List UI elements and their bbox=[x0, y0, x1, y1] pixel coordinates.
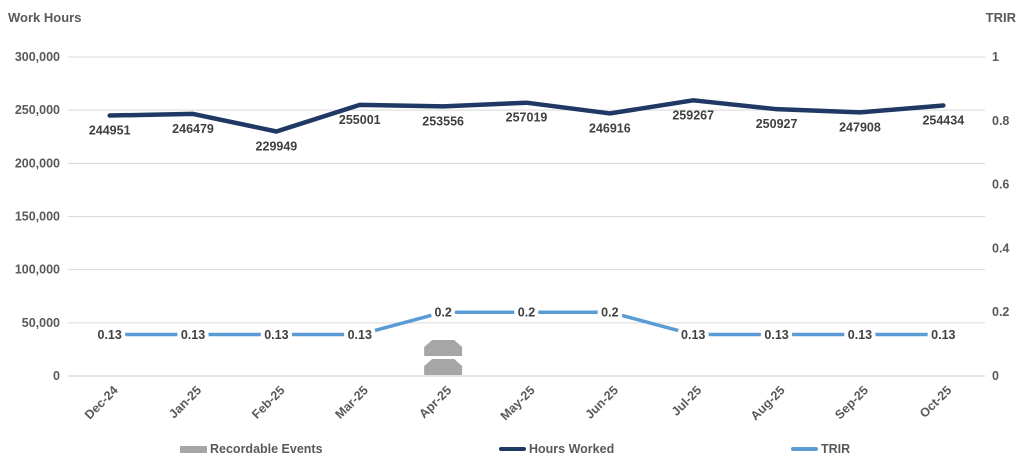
trir-line bbox=[107, 310, 946, 337]
right-axis-tick-label: 0 bbox=[992, 369, 999, 383]
hours-worked-data-label: 246916 bbox=[589, 121, 631, 135]
left-axis-tick-label: 100,000 bbox=[15, 263, 60, 277]
legend-label: Recordable Events bbox=[210, 442, 323, 456]
recordable-events-swatch-icon bbox=[180, 445, 207, 453]
left-axis-tick-label: 0 bbox=[53, 369, 60, 383]
legend-label: TRIR bbox=[821, 442, 851, 456]
trir-data-label: 0.13 bbox=[264, 328, 288, 342]
x-axis-label: Jul-25 bbox=[669, 383, 704, 418]
left-axis-title: Work Hours bbox=[8, 10, 82, 25]
chart-legend: Recordable Events Hours Worked TRIR bbox=[0, 440, 1024, 460]
left-axis-tick-label: 200,000 bbox=[15, 156, 60, 170]
x-axis-label: Sep-25 bbox=[832, 383, 871, 422]
right-axis-title: TRIR bbox=[985, 10, 1016, 25]
x-axis-label: Jan-25 bbox=[166, 383, 204, 421]
x-axis-label: Jun-25 bbox=[583, 383, 621, 421]
trir-data-label: 0.13 bbox=[181, 328, 205, 342]
trir-data-label: 0.2 bbox=[518, 306, 535, 320]
right-axis-tick-label: 0.4 bbox=[992, 241, 1009, 255]
legend-item-trir: TRIR bbox=[791, 440, 850, 458]
hours-worked-data-label: 244951 bbox=[89, 124, 131, 138]
hours-worked-data-label: 253556 bbox=[422, 114, 464, 128]
hours-worked-data-label: 259267 bbox=[672, 108, 714, 122]
left-axis-tick-label: 150,000 bbox=[15, 210, 60, 224]
right-axis-tick-label: 0.8 bbox=[992, 114, 1009, 128]
trir-data-label: 0.13 bbox=[764, 328, 788, 342]
legend-item-recordable-events: Recordable Events bbox=[180, 440, 323, 458]
x-axis-label: May-25 bbox=[498, 383, 538, 423]
left-axis-tick-label: 50,000 bbox=[22, 316, 60, 330]
legend-label: Hours Worked bbox=[529, 442, 615, 456]
hours-worked-data-label: 247908 bbox=[839, 120, 881, 134]
chart-plot-area: 0 50,000 100,000 150,000 200,000 250,000 300,0… bbox=[15, 50, 1010, 423]
left-axis-tick-label: 250,000 bbox=[15, 103, 60, 117]
x-axis-label: Mar-25 bbox=[333, 383, 371, 421]
x-axis-label: Feb-25 bbox=[249, 383, 287, 421]
hours-worked-data-label: 254434 bbox=[922, 113, 964, 127]
trir-data-label: 0.2 bbox=[601, 306, 618, 320]
trir-data-label: 0.13 bbox=[848, 328, 872, 342]
recordable-events-bar-block bbox=[424, 340, 463, 356]
hours-worked-data-label: 229949 bbox=[256, 139, 298, 153]
hours-worked-data-label: 250927 bbox=[756, 117, 798, 131]
x-axis-label: Apr-25 bbox=[416, 383, 454, 421]
left-axis-tick-label: 300,000 bbox=[15, 50, 60, 64]
trir-data-label: 0.13 bbox=[681, 328, 705, 342]
hours-worked-data-label: 257019 bbox=[506, 111, 548, 125]
trir-data-label: 0.13 bbox=[348, 328, 372, 342]
trir-data-label: 0.13 bbox=[98, 328, 122, 342]
trir-swatch-icon bbox=[791, 447, 818, 451]
hours-worked-data-label: 246479 bbox=[172, 122, 214, 136]
hours-worked-line bbox=[107, 98, 946, 134]
trir-data-label: 0.2 bbox=[434, 306, 451, 320]
right-axis-tick-label: 1 bbox=[992, 50, 999, 64]
right-axis-tick-label: 0.2 bbox=[992, 305, 1009, 319]
hours-worked-data-label: 255001 bbox=[339, 113, 381, 127]
right-axis-tick-label: 0.6 bbox=[992, 178, 1009, 192]
legend-item-hours-worked: Hours Worked bbox=[499, 440, 614, 458]
x-axis-label: Aug-25 bbox=[748, 383, 788, 423]
recordable-events-bar-block bbox=[424, 359, 463, 375]
x-axis-label: Oct-25 bbox=[917, 383, 954, 420]
trir-data-label: 0.13 bbox=[931, 328, 955, 342]
x-axis-label: Dec-24 bbox=[82, 383, 121, 422]
hours-worked-swatch-icon bbox=[499, 447, 526, 451]
